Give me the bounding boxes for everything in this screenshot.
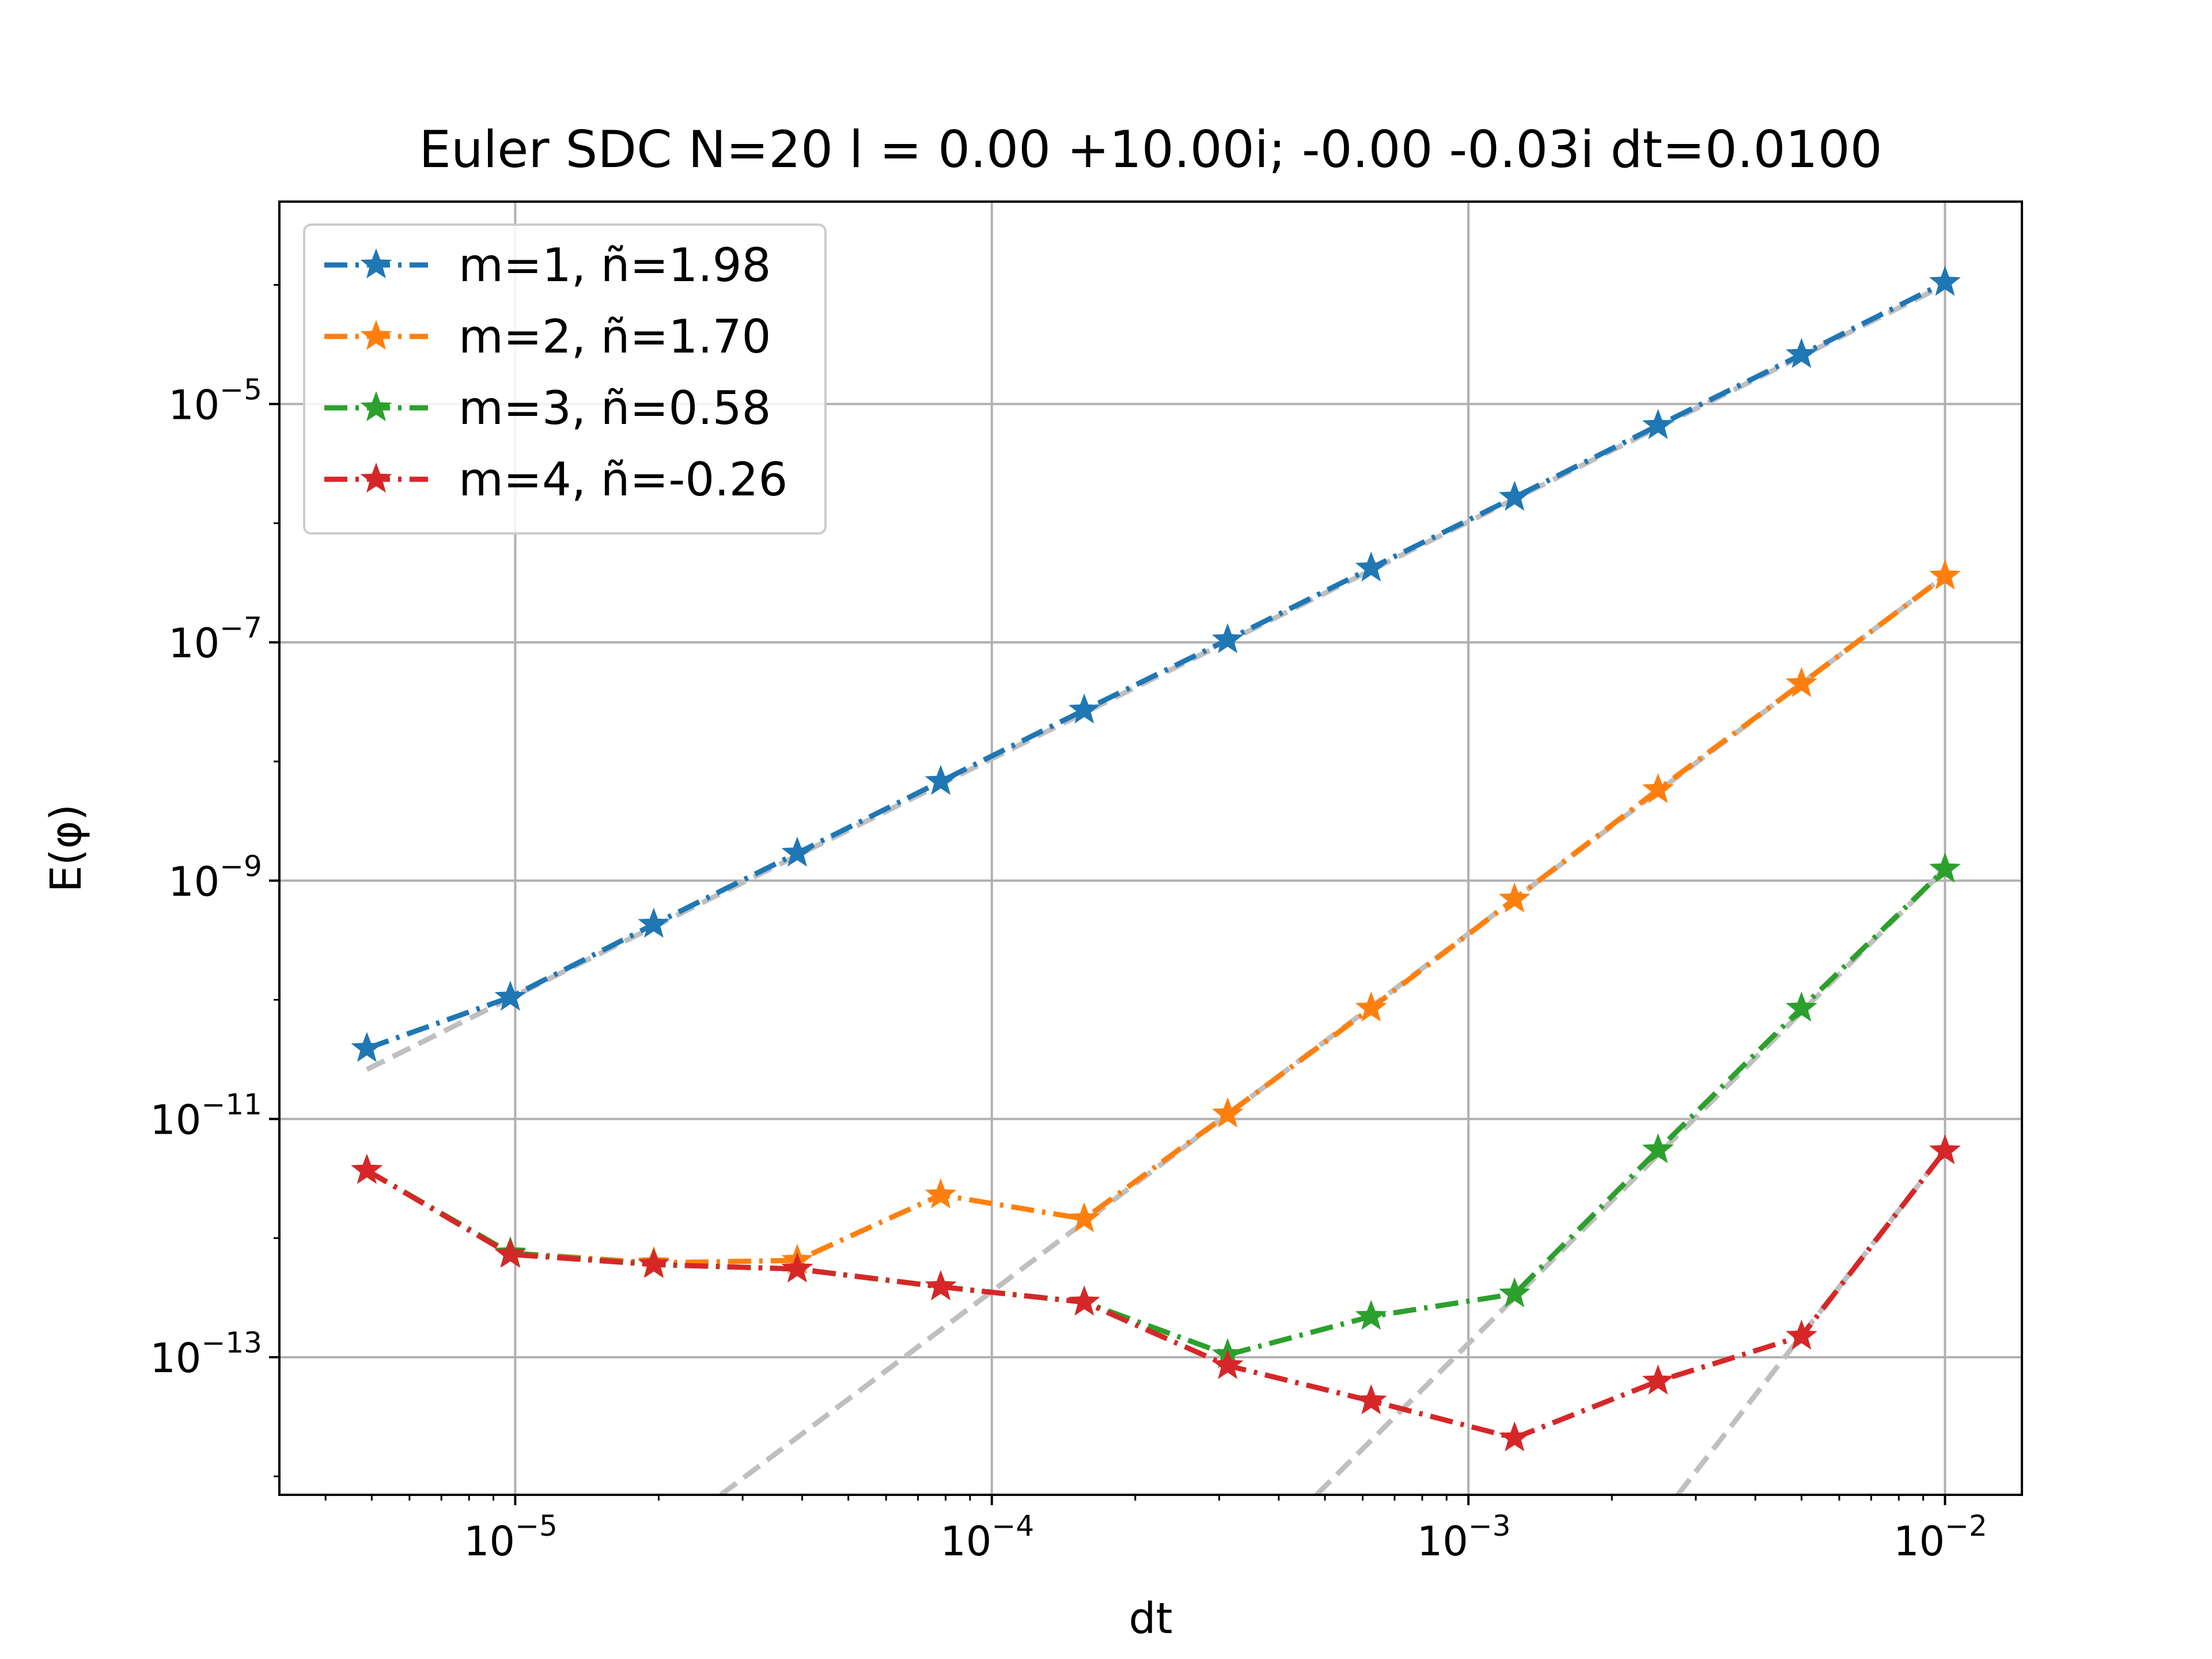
data-point xyxy=(1785,666,1817,698)
legend-marker xyxy=(360,248,392,279)
data-point xyxy=(1929,1134,1961,1165)
legend-marker xyxy=(360,320,392,350)
data-point xyxy=(351,1032,383,1062)
series xyxy=(351,1134,1961,1452)
series-lines xyxy=(351,266,1961,1452)
data-point xyxy=(1785,991,1817,1022)
data-point xyxy=(925,1270,957,1301)
series xyxy=(351,266,1961,1062)
data-point xyxy=(1211,623,1244,654)
legend-label: m=1, ñ=1.98 xyxy=(459,238,771,292)
x-tick-labels: 10−5 10−4 10−3 10−2 xyxy=(464,1509,1987,1565)
data-point xyxy=(1642,1133,1674,1164)
reference-line xyxy=(719,574,1947,1495)
data-point xyxy=(1355,1384,1387,1415)
data-point xyxy=(494,1237,527,1268)
data-point xyxy=(1929,559,1961,590)
data-point xyxy=(781,1252,813,1283)
data-point xyxy=(1211,1349,1244,1380)
y-tick-label: 10−5 xyxy=(168,373,262,429)
legend-marker xyxy=(360,391,392,422)
y-tick-label: 10−7 xyxy=(168,611,262,667)
data-point xyxy=(925,1178,957,1209)
data-point xyxy=(638,1248,670,1278)
data-point xyxy=(1929,266,1961,296)
x-tick-label: 10−3 xyxy=(1417,1509,1511,1565)
series-line xyxy=(365,867,1947,1358)
legend-label: m=4, ñ=-0.26 xyxy=(459,453,787,506)
legend: m=1, ñ=1.98 m=2, ñ=1.70 m=3, ñ=0.58 m=4, ñ=… xyxy=(303,224,827,535)
y-axis-label: E(φ) xyxy=(41,804,91,892)
data-point xyxy=(1355,991,1387,1022)
legend-label: m=3, ñ=0.58 xyxy=(459,381,771,435)
data-point xyxy=(1642,408,1674,440)
x-tick-label: 10−5 xyxy=(464,1509,558,1565)
data-point xyxy=(1498,480,1531,511)
series-line xyxy=(365,574,1947,1266)
data-point xyxy=(494,980,527,1011)
data-point xyxy=(781,836,813,867)
chart-title: Euler SDC N=20 l = 0.00 +10.00i; -0.00 -… xyxy=(419,120,1882,179)
data-point xyxy=(1642,1364,1674,1395)
data-point xyxy=(351,1153,383,1184)
major-ticks xyxy=(269,403,1946,1505)
legend-marker xyxy=(360,463,392,493)
data-point xyxy=(638,907,670,938)
data-point xyxy=(1211,1097,1244,1128)
legend-label: m=2, ñ=1.70 xyxy=(459,310,771,363)
data-point xyxy=(1498,1277,1531,1308)
reference-line xyxy=(1676,1149,1948,1495)
data-point xyxy=(1929,852,1961,883)
grid xyxy=(279,202,2022,1495)
y-tick-label: 10−13 xyxy=(150,1326,262,1382)
plot-area xyxy=(351,266,1961,1495)
data-point xyxy=(1498,882,1531,913)
reference-line xyxy=(1315,867,1947,1495)
data-point xyxy=(1642,773,1674,804)
data-point xyxy=(925,764,957,795)
y-tick-labels: 10−5 10−7 10−9 10−11 10−13 xyxy=(150,373,262,1382)
y-tick-label: 10−9 xyxy=(168,850,262,906)
x-tick-label: 10−4 xyxy=(940,1509,1034,1565)
x-axis-label: dt xyxy=(1129,1594,1173,1643)
data-point xyxy=(1498,1421,1531,1452)
data-point xyxy=(1786,338,1817,368)
data-point xyxy=(1355,1300,1387,1330)
legend-box xyxy=(303,224,827,535)
data-point xyxy=(1068,693,1100,724)
data-point xyxy=(1355,551,1387,582)
series-line xyxy=(365,1149,1948,1441)
x-tick-label: 10−2 xyxy=(1893,1509,1987,1565)
series-line xyxy=(366,280,1946,1051)
data-point xyxy=(1068,1202,1100,1233)
data-point xyxy=(1785,1319,1817,1350)
data-point xyxy=(1068,1285,1100,1316)
y-tick-label: 10−11 xyxy=(150,1088,262,1143)
axes-frame xyxy=(278,200,2023,1496)
